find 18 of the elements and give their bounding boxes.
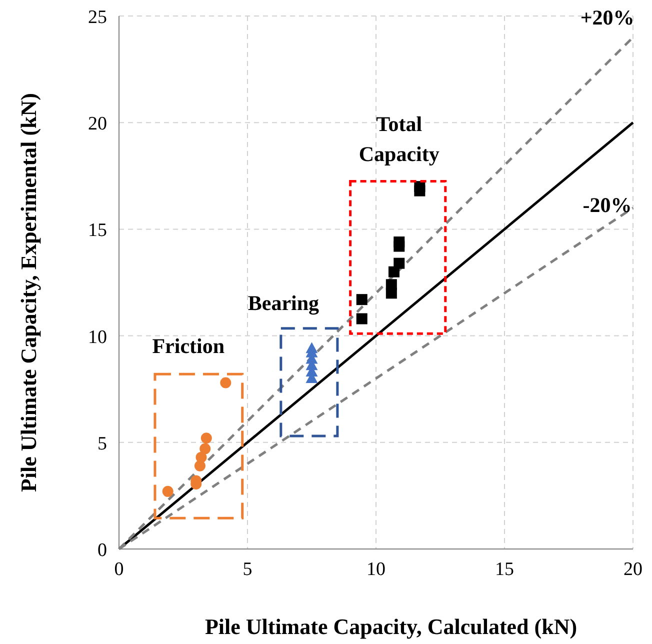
x-tick-label: 5 bbox=[242, 559, 252, 580]
y-tick-label: 15 bbox=[88, 220, 107, 242]
y-tick-label: 20 bbox=[88, 114, 107, 135]
x-tick-label: 20 bbox=[624, 559, 642, 580]
y-tick-label: 5 bbox=[98, 433, 107, 454]
y-tick-label: 0 bbox=[98, 540, 107, 561]
y-tick-label: 10 bbox=[88, 326, 107, 348]
x-axis-title: Pile Ultimate Capacity, Calculated (kN) bbox=[204, 614, 578, 639]
x-tick-label: 10 bbox=[366, 559, 386, 580]
annotation: +20% bbox=[580, 6, 634, 30]
y-axis-title: Pile Ultimate Capacity, Experimental (kN) bbox=[16, 93, 41, 492]
y-tick-label: 25 bbox=[88, 7, 107, 28]
annotation: Total Capacity bbox=[358, 112, 440, 166]
x-tick-label: 0 bbox=[114, 559, 124, 580]
annotation: Friction bbox=[152, 334, 225, 358]
x-tick-label: 15 bbox=[495, 559, 514, 580]
annotation: -20% bbox=[582, 193, 632, 218]
annotation: Bearing bbox=[248, 291, 320, 316]
